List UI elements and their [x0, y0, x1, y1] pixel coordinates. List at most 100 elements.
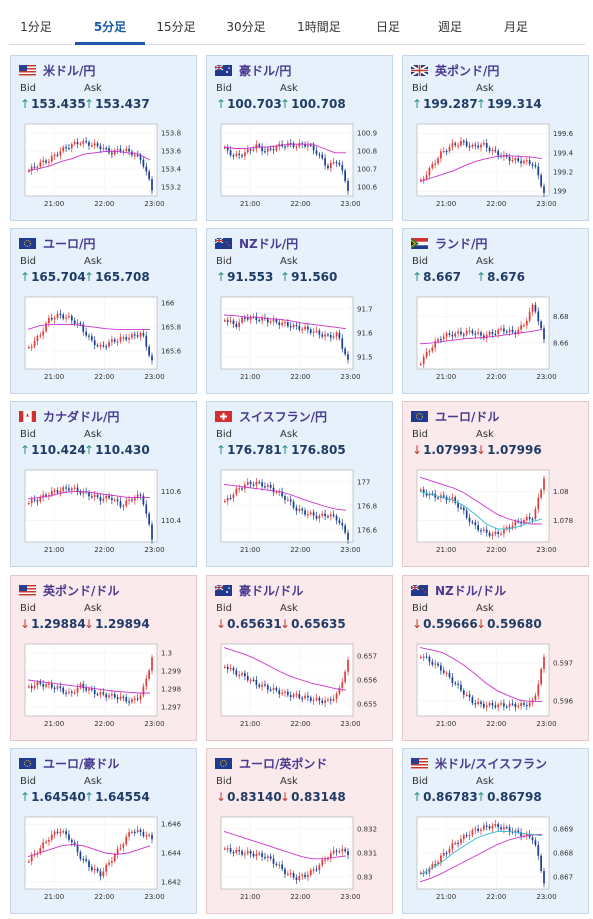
chart-container[interactable]: 166 165.8 165.6 21:00 22:00 23:00 — [19, 293, 189, 389]
tab-3[interactable]: 30分足 — [226, 20, 266, 34]
ask-label: Ask — [280, 776, 298, 787]
currency-pair-name[interactable]: NZドル/円 — [239, 236, 299, 251]
candle — [128, 832, 130, 837]
card-header[interactable]: 英ポンド/ドル — [19, 582, 119, 598]
direction-arrow-icon: ↑ — [216, 443, 227, 457]
card-header[interactable]: スイスフラン/円 — [215, 408, 327, 424]
rate-card[interactable]: NZドル/円 Bid Ask ↑91.553 ↑91.560 91.7 91.6 9… — [206, 228, 393, 394]
candle — [244, 152, 246, 157]
card-header[interactable]: カナダドル/円 — [19, 408, 119, 424]
rate-card[interactable]: 豪ドル/円 Bid Ask ↑100.703 ↑100.708 100.9 100… — [206, 55, 393, 221]
chart-container[interactable]: 0.597 0.596 21:00 22:00 23:00 — [411, 640, 581, 736]
candle — [246, 676, 249, 681]
currency-pair-name[interactable]: NZドル/ドル — [435, 583, 507, 598]
candle — [39, 335, 42, 337]
candle — [133, 698, 136, 700]
y-tick-label: 153.6 — [161, 148, 182, 156]
candle — [517, 705, 520, 708]
card-header[interactable]: ユーロ/ドル — [411, 408, 499, 424]
currency-pair-name[interactable]: 米ドル/スイスフラン — [435, 756, 548, 771]
chart-container[interactable]: 1.3 1.299 1.298 1.297 21:00 22:00 23:00 — [19, 640, 189, 736]
direction-arrow-icon: ↑ — [84, 790, 95, 804]
rate-card[interactable]: 米ドル/スイスフラン Bid Ask ↑0.86783 ↑0.86798 0.8… — [402, 748, 589, 914]
tab-4[interactable]: 1時間足 — [297, 20, 341, 34]
card-header[interactable]: ユーロ/豪ドル — [19, 755, 119, 771]
candle — [503, 827, 505, 830]
card-header[interactable]: ユーロ/円 — [19, 235, 95, 251]
currency-pair-name[interactable]: 豪ドル/ドル — [239, 583, 304, 598]
rate-card[interactable]: 英ポンド/ドル Bid Ask ↓1.29884 ↓1.29894 1.3 1.2… — [10, 575, 197, 741]
tab-6[interactable]: 週足 — [437, 20, 462, 34]
chart-container[interactable]: 8.68 8.66 21:00 22:00 23:00 — [411, 293, 581, 389]
currency-pair-name[interactable]: ランド/円 — [435, 236, 488, 251]
currency-pair-name[interactable]: 英ポンド/円 — [435, 63, 500, 78]
chart-container[interactable]: 1.646 1.644 1.642 21:00 22:00 23:00 — [19, 813, 189, 909]
rate-card[interactable]: ランド/円 Bid Ask ↑8.667 ↑8.676 8.68 8.66 21:0… — [402, 228, 589, 394]
candle — [454, 143, 457, 146]
tab-5[interactable]: 日足 — [375, 20, 400, 34]
candle — [523, 520, 525, 524]
card-header[interactable]: 米ドル/スイスフラン — [411, 755, 547, 771]
chart-container[interactable]: 0.832 0.831 0.83 21:00 22:00 23:00 — [215, 813, 385, 909]
rate-card[interactable]: スイスフラン/円 Bid Ask ↑176.781 ↑176.805 177 17… — [206, 401, 393, 567]
candle — [284, 496, 286, 500]
rate-card[interactable]: ユーロ/英ポンド Bid Ask ↓0.83140 ↓0.83148 0.832… — [206, 748, 393, 914]
candle — [440, 665, 442, 671]
rate-card[interactable]: NZドル/ドル Bid Ask ↓0.59666 ↓0.59680 0.597 0… — [402, 575, 589, 741]
chart-container[interactable]: 177 176.8 176.6 21:00 22:00 23:00 — [215, 466, 385, 562]
candle — [136, 494, 139, 499]
x-tick-label: 23:00 — [536, 373, 556, 381]
y-tick-label: 0.597 — [553, 659, 573, 667]
bid-label: Bid — [412, 83, 428, 94]
card-header[interactable]: 英ポンド/円 — [411, 62, 499, 78]
candle — [119, 337, 122, 342]
rate-card[interactable]: ユーロ/円 Bid Ask ↑165.704 ↑165.708 166 165.8… — [10, 228, 197, 394]
card-header[interactable]: NZドル/ドル — [411, 582, 506, 598]
rate-card[interactable]: カナダドル/円 Bid Ask ↑110.424 ↑110.430 110.6 1… — [10, 401, 197, 567]
bid-price: ↑199.287 — [412, 97, 478, 111]
rate-card[interactable]: 豪ドル/ドル Bid Ask ↓0.65631 ↓0.65635 0.657 0.… — [206, 575, 393, 741]
candle — [229, 320, 232, 322]
chart-container[interactable]: 0.657 0.656 0.655 21:00 22:00 23:00 — [215, 640, 385, 736]
card-header[interactable]: 豪ドル/ドル — [215, 582, 303, 598]
chart-container[interactable]: 100.9 100.8 100.7 100.6 21:00 22:00 23:00 — [215, 120, 385, 216]
card-header[interactable]: 豪ドル/円 — [215, 62, 291, 78]
tab-1[interactable]: 5分足 — [75, 0, 145, 45]
rate-card[interactable]: 米ドル/円 Bid Ask ↑153.435 ↑153.437 153.8 153… — [10, 55, 197, 221]
currency-pair-name[interactable]: 英ポンド/ドル — [43, 583, 120, 598]
currency-pair-name[interactable]: スイスフラン/円 — [239, 409, 328, 424]
card-header[interactable]: ユーロ/英ポンド — [215, 755, 327, 771]
rate-card[interactable]: ユーロ/ドル Bid Ask ↓1.07993 ↓1.07996 1.08 1.0… — [402, 401, 589, 567]
currency-pair-name[interactable]: ユーロ/ドル — [435, 409, 500, 424]
chart-container[interactable]: 1.08 1.078 21:00 22:00 23:00 — [411, 466, 581, 562]
candle — [289, 142, 292, 145]
tab-0[interactable]: 1分足 — [20, 20, 52, 34]
candle — [91, 496, 93, 498]
candle — [53, 490, 56, 492]
chart-container[interactable]: 153.8 153.6 153.4 153.2 21:00 22:00 23:00 — [19, 120, 189, 216]
card-header[interactable]: 米ドル/円 — [19, 62, 95, 78]
currency-pair-name[interactable]: 米ドル/円 — [43, 63, 96, 78]
chart-container[interactable]: 91.7 91.6 91.5 21:00 22:00 23:00 — [215, 293, 385, 389]
chart-container[interactable]: 0.869 0.868 0.867 21:00 22:00 23:00 — [411, 813, 581, 909]
currency-pair-name[interactable]: ユーロ/豪ドル — [43, 756, 120, 771]
candle — [70, 691, 73, 693]
candle — [477, 145, 479, 148]
currency-pair-name[interactable]: ユーロ/円 — [43, 236, 96, 251]
tab-2[interactable]: 15分足 — [156, 20, 196, 34]
candle — [537, 311, 540, 322]
currency-pair-name[interactable]: カナダドル/円 — [43, 409, 120, 424]
card-header[interactable]: NZドル/円 — [215, 235, 298, 251]
candle — [45, 323, 47, 332]
card-header[interactable]: ランド/円 — [411, 235, 487, 251]
x-tick-label: 23:00 — [144, 720, 164, 728]
candle — [255, 482, 258, 486]
chart-container[interactable]: 110.6 110.4 21:00 22:00 23:00 — [19, 466, 189, 562]
chart-container[interactable]: 199.6 199.4 199.2 199 21:00 22:00 23:00 — [411, 120, 581, 216]
currency-pair-name[interactable]: ユーロ/英ポンド — [239, 756, 328, 771]
rate-card[interactable]: 英ポンド/円 Bid Ask ↑199.287 ↑199.314 199.6 19… — [402, 55, 589, 221]
currency-pair-name[interactable]: 豪ドル/円 — [239, 63, 292, 78]
rate-card[interactable]: ユーロ/豪ドル Bid Ask ↑1.64540 ↑1.64554 1.646 1… — [10, 748, 197, 914]
candle — [224, 147, 226, 149]
tab-7[interactable]: 月足 — [503, 20, 528, 34]
